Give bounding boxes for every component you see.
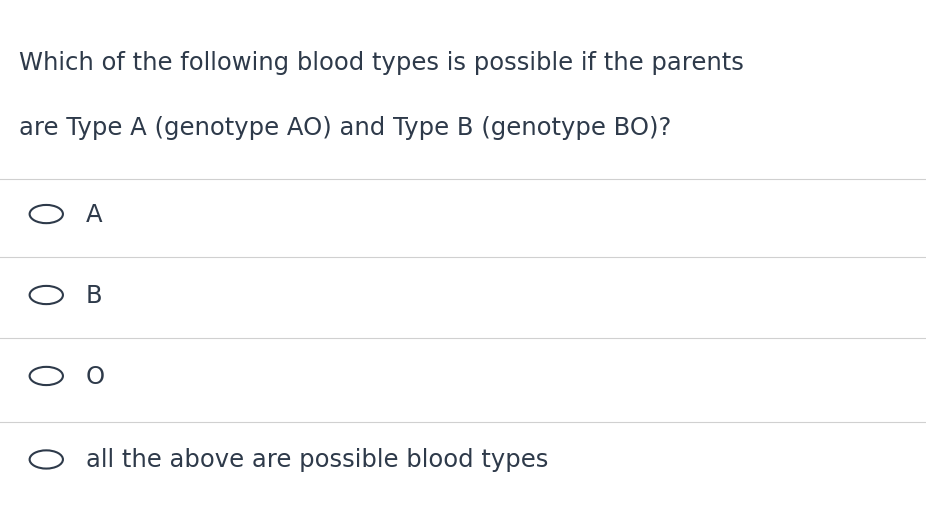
Text: A: A bbox=[86, 203, 102, 227]
Text: all the above are possible blood types: all the above are possible blood types bbox=[86, 447, 549, 472]
Text: O: O bbox=[86, 364, 105, 388]
Text: are Type A (genotype AO) and Type B (genotype BO)?: are Type A (genotype AO) and Type B (gen… bbox=[19, 116, 671, 140]
Text: Which of the following blood types is possible if the parents: Which of the following blood types is po… bbox=[19, 50, 744, 74]
Text: B: B bbox=[86, 283, 102, 308]
